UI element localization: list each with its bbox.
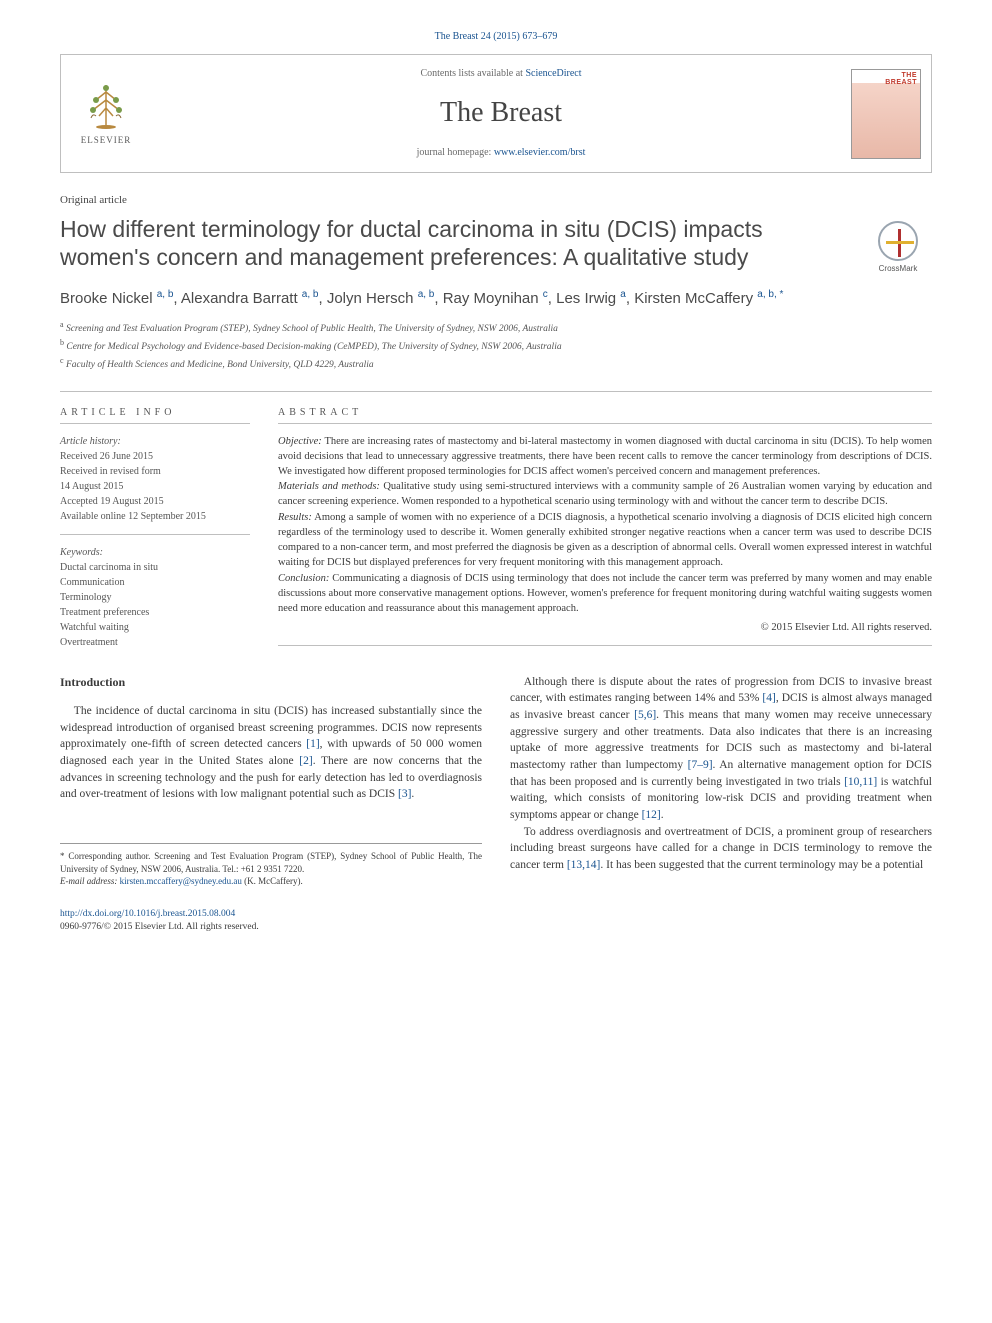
article-title: How different terminology for ductal car… (60, 215, 844, 273)
ref-link[interactable]: [10,11] (844, 776, 877, 788)
journal-cover-thumbnail[interactable]: THEBREAST (851, 69, 921, 159)
publisher-name: ELSEVIER (81, 134, 132, 147)
article-history-block: Article history: Received 26 June 2015 R… (60, 434, 250, 535)
cover-title-text: THEBREAST (885, 72, 917, 86)
contents-lists-line: Contents lists available at ScienceDirec… (161, 67, 841, 81)
keywords-block: Keywords: Ductal carcinoma in situCommun… (60, 545, 250, 650)
article-type-label: Original article (60, 193, 932, 208)
crossmark-label: CrossMark (864, 263, 932, 274)
sciencedirect-link[interactable]: ScienceDirect (525, 68, 581, 79)
keywords-label: Keywords: (60, 545, 250, 560)
elsevier-tree-icon (81, 80, 131, 130)
keyword-item: Terminology (60, 590, 250, 605)
ref-link[interactable]: [7–9] (688, 759, 713, 771)
authors-line: Brooke Nickel a, b, Alexandra Barratt a,… (60, 288, 932, 309)
intro-para-2: Although there is dispute about the rate… (510, 674, 932, 824)
history-online: Available online 12 September 2015 (60, 509, 250, 524)
publisher-logo-block[interactable]: ELSEVIER (61, 55, 151, 172)
homepage-link[interactable]: www.elsevier.com/brst (494, 147, 586, 158)
history-accepted: Accepted 19 August 2015 (60, 494, 250, 509)
ref-link[interactable]: [5,6] (634, 709, 656, 721)
ref-link[interactable]: [1] (306, 738, 319, 750)
ref-link[interactable]: [2] (299, 755, 312, 767)
article-info-header: ARTICLE INFO (60, 406, 250, 424)
keyword-item: Overtreatment (60, 635, 250, 650)
page-root: The Breast 24 (2015) 673–679 ELSEVIER (0, 0, 992, 974)
history-revised-prefix: Received in revised form (60, 464, 250, 479)
keyword-item: Communication (60, 575, 250, 590)
abstract-results: Results: Among a sample of women with no… (278, 510, 932, 571)
journal-header-box: ELSEVIER Contents lists available at Sci… (60, 54, 932, 173)
intro-heading: Introduction (60, 674, 482, 691)
doi-link[interactable]: http://dx.doi.org/10.1016/j.breast.2015.… (60, 909, 235, 919)
affiliation-line: a Screening and Test Evaluation Program … (60, 319, 932, 337)
keyword-item: Treatment preferences (60, 605, 250, 620)
body-columns: Introduction The incidence of ductal car… (60, 674, 932, 888)
history-label: Article history: (60, 434, 250, 449)
ref-link[interactable]: [13,14] (567, 859, 601, 871)
intro-para-1: The incidence of ductal carcinoma in sit… (60, 703, 482, 803)
journal-cover-block: THEBREAST (851, 55, 931, 172)
corresponding-author-footnote: * Corresponding author. Screening and Te… (60, 843, 482, 888)
doi-issn-block: http://dx.doi.org/10.1016/j.breast.2015.… (60, 908, 932, 935)
affiliation-line: c Faculty of Health Sciences and Medicin… (60, 355, 932, 373)
issn-copyright-line: 0960-9776/© 2015 Elsevier Ltd. All right… (60, 921, 932, 934)
corr-email-link[interactable]: kirsten.mccaffery@sydney.edu.au (120, 876, 242, 886)
contents-prefix: Contents lists available at (420, 68, 525, 79)
history-revised-date: 14 August 2015 (60, 479, 250, 494)
keyword-item: Watchful waiting (60, 620, 250, 635)
header-center: Contents lists available at ScienceDirec… (151, 55, 851, 172)
corr-email-line: E-mail address: kirsten.mccaffery@sydney… (60, 875, 482, 888)
abstract-conclusion: Conclusion: Communicating a diagnosis of… (278, 571, 932, 617)
homepage-line: journal homepage: www.elsevier.com/brst (161, 146, 841, 160)
abstract-methods: Materials and methods: Qualitative study… (278, 479, 932, 509)
citation-line: The Breast 24 (2015) 673–679 (60, 30, 932, 44)
history-received: Received 26 June 2015 (60, 449, 250, 464)
abstract-header: ABSTRACT (278, 406, 932, 424)
affiliations-block: a Screening and Test Evaluation Program … (60, 319, 932, 373)
abstract-column: ABSTRACT Objective: There are increasing… (278, 406, 932, 650)
keyword-item: Ductal carcinoma in situ (60, 560, 250, 575)
ref-link[interactable]: [3] (398, 788, 411, 800)
intro-para-3: To address overdiagnosis and overtreatme… (510, 824, 932, 874)
body-column-right: Although there is dispute about the rate… (510, 674, 932, 888)
article-info-column: ARTICLE INFO Article history: Received 2… (60, 406, 250, 650)
affiliation-line: b Centre for Medical Psychology and Evid… (60, 337, 932, 355)
ref-link[interactable]: [4] (762, 692, 775, 704)
homepage-prefix: journal homepage: (417, 147, 494, 158)
crossmark-widget[interactable]: CrossMark (864, 221, 932, 274)
abstract-copyright: © 2015 Elsevier Ltd. All rights reserved… (278, 620, 932, 646)
crossmark-icon (878, 221, 918, 261)
corr-author-line: * Corresponding author. Screening and Te… (60, 850, 482, 875)
body-column-left: Introduction The incidence of ductal car… (60, 674, 482, 888)
journal-name: The Breast (161, 93, 841, 132)
ref-link[interactable]: [12] (642, 809, 661, 821)
abstract-objective: Objective: There are increasing rates of… (278, 434, 932, 480)
